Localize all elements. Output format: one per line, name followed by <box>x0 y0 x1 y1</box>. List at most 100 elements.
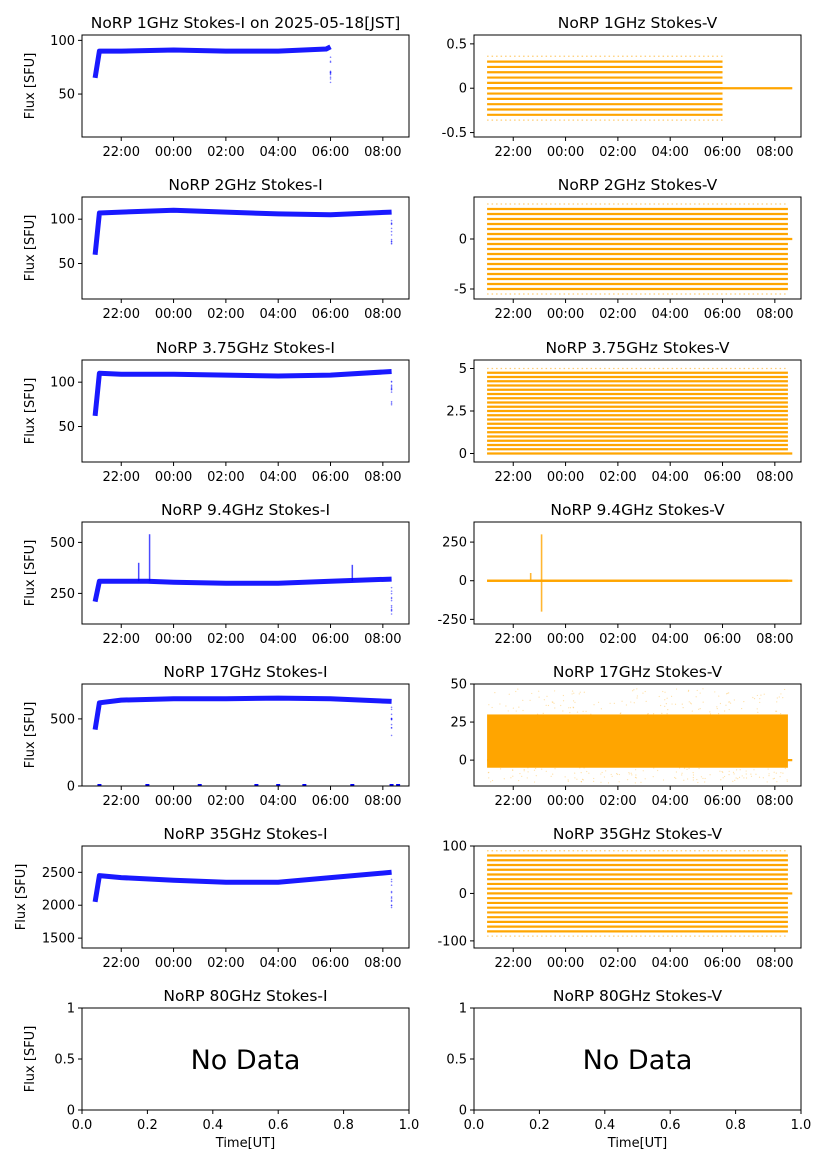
noise-point <box>499 768 502 770</box>
noise-point <box>728 770 730 772</box>
noise-point <box>704 781 706 783</box>
panel-stokes-v-1: NoRP 2GHz Stokes-V -5 0 22:00 00:00 02:00 04:0… <box>454 176 802 322</box>
noise-point <box>554 690 556 692</box>
y-axis-label: Flux [SFU] <box>23 378 38 445</box>
noise-point <box>772 778 774 780</box>
noise-point <box>529 699 531 701</box>
y-tick-label: 500 <box>50 712 75 727</box>
noise-point <box>609 702 611 704</box>
noise-point <box>763 693 765 695</box>
noise-point <box>523 768 525 771</box>
noise-point <box>580 781 582 783</box>
panel-stokes-i-3: NoRP 9.4GHz Stokes-I 250 500 22:00 00:00 02:0… <box>23 501 410 647</box>
noise-point <box>564 776 566 778</box>
panel-stokes-i-6: No Data NoRP 80GHz Stokes-I 0 0.5 1 0.0 0.2 0.4… <box>23 987 419 1151</box>
noise-point <box>578 693 580 695</box>
noise-point <box>692 774 695 776</box>
noise-point <box>535 767 537 770</box>
noise-point <box>521 775 523 778</box>
noise-point <box>611 775 613 777</box>
noise-point <box>583 767 585 769</box>
noise-point <box>722 777 724 779</box>
noise-point <box>554 707 556 709</box>
noise-point <box>542 712 544 714</box>
outlier-point <box>390 878 393 881</box>
noise-point <box>613 702 615 704</box>
outlier-point <box>390 400 393 403</box>
axes-frame <box>473 196 802 300</box>
x-tick-label: 00:00 <box>155 307 192 322</box>
noise-point <box>630 701 632 703</box>
noise-point <box>756 708 758 710</box>
panel-title: NoRP 3.75GHz Stokes-V <box>545 339 729 357</box>
x-tick-label: 04:00 <box>259 307 296 322</box>
outlier-point <box>329 76 332 79</box>
y-tick-label: 0 <box>67 1104 75 1119</box>
x-tick-label: 08:00 <box>756 470 793 485</box>
x-tick-label: 00:00 <box>155 794 192 809</box>
plot-area <box>487 850 793 937</box>
noise-point <box>657 769 659 772</box>
noise-point <box>729 702 732 704</box>
plot-area <box>487 688 793 784</box>
y-tick-label: 0.5 <box>446 37 467 52</box>
y-tick-label: 50 <box>58 88 75 103</box>
panel-title: NoRP 1GHz Stokes-I on 2025-05-18[JST] <box>91 14 401 32</box>
outlier-point <box>390 586 393 589</box>
outlier-point <box>390 718 393 721</box>
no-data-label: No Data <box>191 1045 301 1076</box>
panel-stokes-v-3: NoRP 9.4GHz Stokes-V -250 0 250 22:00 00:00 02… <box>437 501 802 647</box>
noise-point <box>709 713 712 715</box>
x-tick-label: 06:00 <box>312 145 349 160</box>
axes-frame <box>81 845 410 949</box>
noise-point <box>543 699 545 701</box>
noise-point <box>762 777 764 779</box>
noise-point <box>519 772 521 775</box>
noise-point <box>688 767 690 769</box>
noise-point <box>776 781 778 783</box>
x-tick-label: 06:00 <box>704 470 741 485</box>
noise-point <box>597 701 600 703</box>
noise-point <box>687 778 689 780</box>
noise-point <box>723 775 726 778</box>
noise-point <box>779 775 781 778</box>
noise-point <box>688 701 690 703</box>
noise-point <box>581 778 584 780</box>
panel-stokes-i-5: NoRP 35GHz Stokes-I 1500 2000 2500 22:00 00:0… <box>14 825 410 971</box>
noise-point <box>776 697 778 699</box>
x-tick-label: 0.0 <box>72 1118 93 1133</box>
panel-title: NoRP 80GHz Stokes-I <box>163 987 327 1005</box>
outlier-point <box>390 391 393 393</box>
noise-point <box>567 779 569 781</box>
noise-point <box>692 772 694 774</box>
noise-point <box>553 702 555 704</box>
noise-point <box>546 695 548 698</box>
x-tick-label: 22:00 <box>103 632 140 647</box>
noise-point <box>508 693 510 695</box>
x-tick-label: 08:00 <box>364 307 401 322</box>
panel-stokes-v-5: NoRP 35GHz Stokes-V -100 0 100 22:00 00:00 02:… <box>437 825 802 971</box>
noise-point <box>756 694 759 697</box>
x-tick-label: 0.4 <box>594 1118 615 1133</box>
x-tick-label: 08:00 <box>756 794 793 809</box>
noise-point <box>590 713 592 715</box>
x-tick-label: 00:00 <box>155 956 192 971</box>
no-data-label: No Data <box>583 1045 693 1076</box>
noise-point <box>512 769 514 771</box>
noise-point <box>642 770 644 772</box>
noise-point <box>733 773 735 775</box>
panel-title: NoRP 2GHz Stokes-I <box>168 176 322 194</box>
noise-point <box>515 710 517 712</box>
noise-point <box>757 711 759 713</box>
noise-point <box>727 692 729 694</box>
noise-point <box>652 713 655 715</box>
noise-point <box>535 775 537 777</box>
noise-point <box>728 708 730 711</box>
outlier-point <box>390 896 393 898</box>
y-tick-label: -250 <box>437 613 467 628</box>
noise-point <box>719 770 721 772</box>
noise-point <box>512 769 514 771</box>
noise-point <box>515 690 517 693</box>
series-line <box>92 576 392 603</box>
outlier-point <box>390 884 393 887</box>
